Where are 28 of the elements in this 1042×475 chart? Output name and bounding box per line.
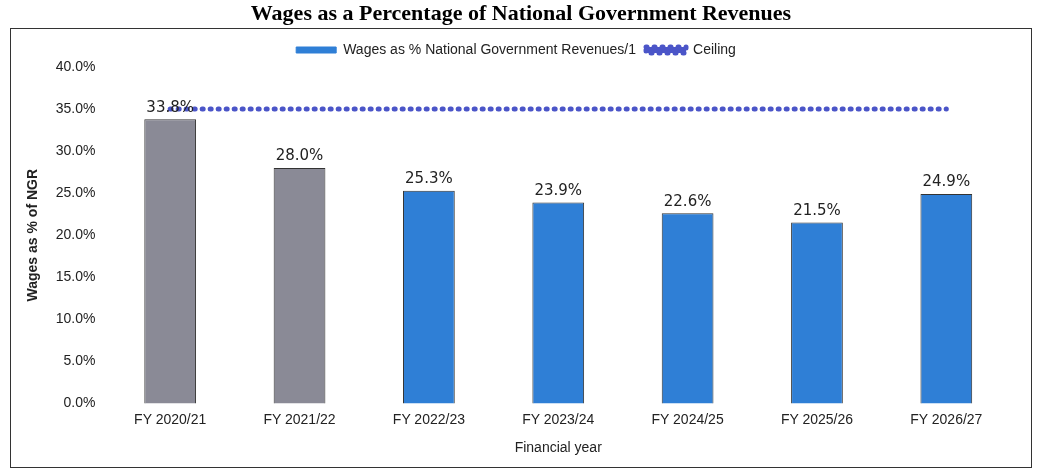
y-tick-label: 35.0% xyxy=(55,99,96,116)
x-tick-label: FY 2022/23 xyxy=(392,410,466,427)
data-label: 22.6% xyxy=(663,191,712,210)
x-tick-label: FY 2023/24 xyxy=(522,410,595,427)
x-axis-title: Financial year xyxy=(514,439,603,456)
x-tick-label: FY 2020/21 xyxy=(134,410,207,427)
data-label: 21.5% xyxy=(793,200,841,219)
x-tick-label: FY 2024/25 xyxy=(651,410,724,427)
x-tick-label: FY 2021/22 xyxy=(263,410,336,427)
chart-title: Wages as a Percentage of National Government Revenues xyxy=(249,0,793,26)
legend-label: Ceiling xyxy=(693,40,736,57)
data-label: 23.9% xyxy=(534,180,583,199)
y-tick-label: 10.0% xyxy=(55,310,96,327)
y-axis-title: Wages as % of NGR xyxy=(24,168,41,302)
y-tick-label: 25.0% xyxy=(55,184,96,201)
y-tick-label: 20.0% xyxy=(55,226,96,243)
x-tick-label: FY 2026/27 xyxy=(910,410,983,427)
y-tick-label: 40.0% xyxy=(55,57,96,74)
legend-label: Wages as % National Government Revenues/1 xyxy=(343,40,637,57)
y-tick-label: 5.0% xyxy=(63,352,96,369)
y-tick-label: 30.0% xyxy=(55,141,96,158)
x-tick-label: FY 2025/26 xyxy=(780,410,854,427)
data-label: 33.8% xyxy=(146,97,194,116)
y-tick-label: 0.0% xyxy=(63,394,96,411)
data-label: 24.9% xyxy=(922,172,971,191)
y-tick-label: 15.0% xyxy=(55,268,96,285)
data-label: 25.3% xyxy=(405,169,453,188)
data-label: 28.0% xyxy=(275,146,324,165)
